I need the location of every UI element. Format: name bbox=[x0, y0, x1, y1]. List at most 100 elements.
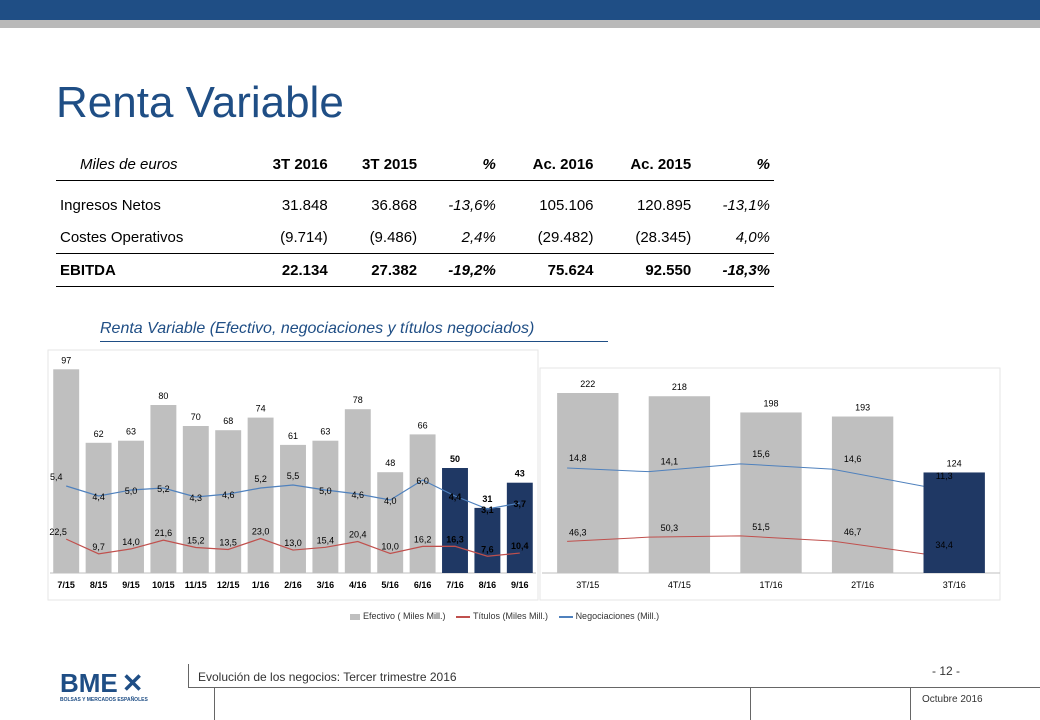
line-titulos bbox=[65, 537, 520, 557]
table-header: 3T 2016 bbox=[242, 148, 332, 181]
x-tick-label: 4T/15 bbox=[668, 580, 691, 590]
line-negociaciones bbox=[66, 479, 520, 510]
bar bbox=[474, 507, 501, 573]
bar bbox=[85, 442, 112, 573]
legend-item-efectivo: Efectivo ( Miles Mill.) bbox=[350, 611, 446, 621]
row-label: Costes Operativos bbox=[60, 228, 184, 246]
table-cell: (9.486) bbox=[369, 228, 418, 246]
point-label-negociaciones: 14,1 bbox=[661, 457, 679, 467]
bar bbox=[442, 468, 468, 573]
point-label-negociaciones: 14,8 bbox=[569, 453, 587, 463]
point-label-negociaciones: 4,6 bbox=[352, 490, 365, 500]
table-header: Ac. 2016 bbox=[499, 148, 598, 181]
legend-label: Efectivo ( Miles Mill.) bbox=[363, 611, 446, 621]
logo-subtitle: BOLSAS Y MERCADOS ESPAÑOLES bbox=[60, 697, 148, 703]
point-label-titulos: 15,4 bbox=[317, 535, 335, 545]
footer-divider bbox=[910, 688, 911, 720]
line-titulos bbox=[567, 535, 924, 555]
point-label-titulos: 23,0 bbox=[252, 527, 270, 537]
bar-label: 62 bbox=[94, 429, 104, 439]
table-cell: 2,4% bbox=[461, 228, 496, 246]
table-cell: (28.345) bbox=[635, 228, 692, 246]
bar-label: 31 bbox=[482, 494, 492, 504]
point-label-titulos: 10,4 bbox=[511, 541, 529, 551]
x-tick-label: 3/16 bbox=[317, 580, 335, 590]
point-label-negociaciones: 5,2 bbox=[157, 484, 170, 494]
x-tick-label: 9/16 bbox=[511, 580, 529, 590]
bar bbox=[344, 409, 371, 573]
bar-label: 61 bbox=[288, 431, 298, 441]
table-cell: 120.895 bbox=[636, 196, 692, 214]
point-label-titulos: 34,4 bbox=[935, 540, 953, 550]
bar-label: 74 bbox=[256, 404, 266, 414]
bar-label: 50 bbox=[450, 454, 460, 464]
bar-label: 68 bbox=[223, 416, 233, 426]
bar-label: 63 bbox=[320, 427, 330, 437]
point-label-negociaciones: 4,4 bbox=[92, 492, 105, 502]
bar bbox=[247, 417, 274, 573]
legend-item-negociaciones: Negociaciones (Mill.) bbox=[558, 611, 660, 621]
legend-label: Negociaciones (Mill.) bbox=[575, 611, 660, 621]
point-label-titulos: 9,7 bbox=[92, 542, 105, 552]
bar-label: 43 bbox=[515, 469, 525, 479]
point-label-titulos: 14,0 bbox=[122, 537, 140, 547]
bar-label: 193 bbox=[855, 403, 870, 413]
table-cell: 27.382 bbox=[331, 253, 422, 287]
table-cell: 4,0% bbox=[735, 228, 770, 246]
footer-divider bbox=[750, 688, 751, 720]
x-tick-label: 7/16 bbox=[446, 580, 464, 590]
point-label-negociaciones: 4,3 bbox=[190, 493, 203, 503]
bar bbox=[215, 430, 242, 573]
point-label-negociaciones: 4,4 bbox=[449, 492, 462, 502]
table-cell: 92.550 bbox=[597, 253, 696, 287]
point-label-titulos: 10,0 bbox=[381, 542, 399, 552]
table-header-row: Miles de euros 3T 2016 3T 2015 % Ac. 201… bbox=[56, 148, 774, 181]
x-tick-label: 10/15 bbox=[152, 580, 175, 590]
footer-divider bbox=[214, 688, 215, 720]
x-tick-label: 1T/16 bbox=[759, 580, 782, 590]
bar bbox=[53, 369, 80, 573]
top-banner bbox=[0, 0, 1040, 20]
point-label-negociaciones: 15,6 bbox=[752, 449, 770, 459]
table-header: % bbox=[695, 148, 774, 181]
bar bbox=[312, 440, 339, 573]
point-label-titulos: 46,7 bbox=[844, 527, 862, 537]
point-label-titulos: 13,5 bbox=[219, 537, 237, 547]
legend-swatch bbox=[350, 613, 360, 620]
point-label-titulos: 20,4 bbox=[349, 530, 367, 540]
table-header: % bbox=[421, 148, 500, 181]
x-tick-label: 2/16 bbox=[284, 580, 302, 590]
table-cell: 31.848 bbox=[281, 196, 328, 214]
x-tick-label: 4/16 bbox=[349, 580, 367, 590]
point-label-titulos: 13,0 bbox=[284, 538, 302, 548]
footer-divider bbox=[188, 687, 1040, 688]
bar bbox=[831, 416, 894, 573]
bar-label: 70 bbox=[191, 412, 201, 422]
bme-logo: BME ✕ bbox=[60, 668, 144, 699]
point-label-negociaciones: 14,6 bbox=[844, 454, 862, 464]
x-tick-label: 8/16 bbox=[479, 580, 497, 590]
bar-label: 198 bbox=[763, 398, 778, 408]
table-cell: (9.714) bbox=[280, 228, 328, 246]
x-tick-label: 8/15 bbox=[90, 580, 108, 590]
point-label-titulos: 51,5 bbox=[752, 522, 770, 532]
bar-label: 124 bbox=[947, 458, 962, 468]
bar-label: 63 bbox=[126, 427, 136, 437]
page-title: Renta Variable bbox=[56, 78, 344, 127]
x-tick-label: 9/15 bbox=[122, 580, 140, 590]
point-label-titulos: 46,3 bbox=[569, 527, 587, 537]
table-row: Costes Operativos (9.714) (9.486) 2,4% (… bbox=[56, 221, 774, 254]
chart-legend: Efectivo ( Miles Mill.) Títulos (Miles M… bbox=[350, 611, 667, 621]
point-label-titulos: 15,2 bbox=[187, 536, 205, 546]
legend-label: Títulos (Miles Mill.) bbox=[473, 611, 549, 621]
bar bbox=[118, 440, 144, 573]
x-tick-label: 6/16 bbox=[414, 580, 432, 590]
footer-text: Evolución de los negocios: Tercer trimes… bbox=[198, 670, 457, 684]
point-label-negociaciones: 6,0 bbox=[416, 476, 429, 486]
footer-date: Octubre 2016 bbox=[922, 694, 983, 705]
bar-label: 78 bbox=[353, 395, 363, 405]
bar bbox=[740, 412, 802, 573]
page-number: - 12 - bbox=[932, 664, 961, 678]
bar bbox=[409, 434, 436, 573]
point-label-negociaciones: 5,0 bbox=[319, 486, 332, 496]
